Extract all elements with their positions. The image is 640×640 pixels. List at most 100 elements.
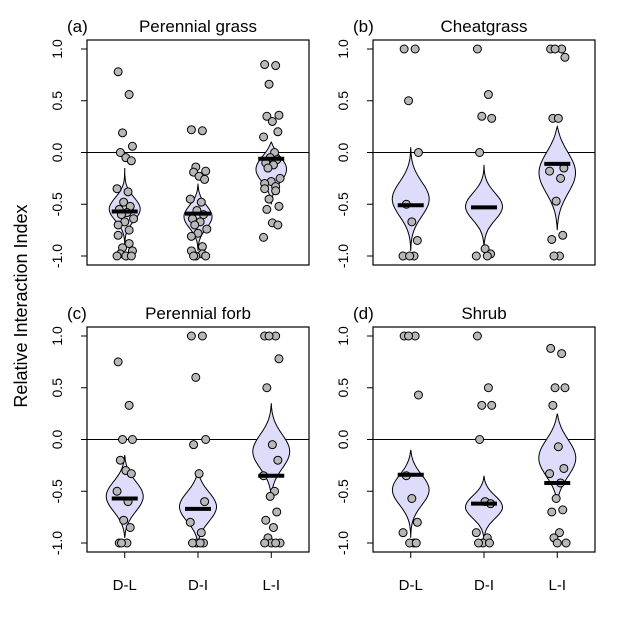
data-point bbox=[413, 390, 423, 400]
data-point bbox=[407, 217, 417, 227]
data-point bbox=[112, 486, 122, 496]
y-tick-label: 0.0 bbox=[49, 143, 65, 163]
y-tick-label: -1.0 bbox=[49, 244, 65, 268]
data-point bbox=[124, 239, 134, 249]
data-point bbox=[413, 148, 423, 157]
data-point bbox=[267, 116, 277, 126]
data-point bbox=[545, 469, 555, 479]
panel-title: Perennial forb bbox=[145, 304, 251, 323]
data-point bbox=[405, 251, 415, 261]
data-point bbox=[487, 113, 497, 123]
data-point bbox=[551, 493, 561, 503]
data-point bbox=[399, 44, 409, 54]
panel-d: (d) Shrub 1.0 0.5 0.0 -0.5 -1.0 D-L D-I L-I bbox=[335, 304, 596, 594]
data-point bbox=[548, 400, 558, 410]
data-point bbox=[556, 173, 566, 183]
data-point bbox=[483, 383, 493, 393]
y-axis-label: Relative Interaction Index bbox=[11, 204, 31, 407]
data-point bbox=[264, 194, 274, 204]
y-tick-label: 0.5 bbox=[49, 378, 65, 398]
data-point bbox=[262, 111, 272, 121]
x-tick-label: L-I bbox=[263, 577, 281, 594]
data-point bbox=[191, 372, 201, 382]
data-point bbox=[196, 528, 206, 538]
y-tick-label: -0.5 bbox=[49, 479, 65, 503]
y-tick-label: 0.0 bbox=[49, 430, 65, 450]
data-point bbox=[558, 505, 568, 515]
y-tick-label: -1.0 bbox=[49, 531, 65, 555]
data-point bbox=[126, 469, 136, 479]
data-point bbox=[412, 517, 422, 527]
data-point bbox=[261, 515, 271, 525]
data-point bbox=[546, 343, 556, 353]
x-tick-label: D-I bbox=[474, 577, 494, 594]
data-point bbox=[551, 196, 561, 206]
panel-title: Cheatgrass bbox=[441, 17, 528, 36]
data-point bbox=[557, 349, 567, 359]
panel-label: (b) bbox=[353, 17, 374, 36]
panel-c: (c) Perennial forb 1.0 0.5 0.0 -0.5 -1.0 D-L D-I… bbox=[49, 304, 310, 594]
violin-D-I bbox=[183, 183, 213, 251]
violin-L-I bbox=[538, 413, 577, 502]
data-point bbox=[487, 400, 497, 410]
data-point bbox=[554, 528, 564, 538]
data-point bbox=[485, 538, 494, 548]
panel-label: (a) bbox=[67, 17, 88, 36]
data-point bbox=[259, 232, 269, 242]
data-point bbox=[274, 201, 284, 211]
y-tick-label: -0.5 bbox=[335, 192, 351, 216]
y-tick-label: -0.5 bbox=[335, 479, 351, 503]
data-point bbox=[271, 538, 281, 548]
data-point bbox=[127, 141, 137, 151]
data-point bbox=[200, 497, 210, 507]
data-point bbox=[126, 156, 136, 166]
data-point bbox=[398, 528, 408, 538]
y-tick-label: -1.0 bbox=[335, 244, 351, 268]
data-point bbox=[116, 538, 126, 548]
data-point bbox=[123, 187, 133, 197]
data-point bbox=[268, 522, 278, 532]
data-point bbox=[561, 538, 571, 548]
y-tick-label: 1.0 bbox=[49, 39, 65, 59]
data-point bbox=[272, 507, 282, 517]
y-tick-label: 0.5 bbox=[335, 378, 351, 398]
y-tick-label: 1.0 bbox=[335, 39, 351, 59]
data-point bbox=[549, 251, 559, 261]
data-point bbox=[190, 220, 200, 230]
panel-b: (b) Cheatgrass 1.0 0.5 0.0 -0.5 -1.0 bbox=[335, 17, 596, 268]
data-point bbox=[119, 197, 129, 207]
data-point bbox=[201, 251, 211, 261]
data-point bbox=[119, 515, 129, 525]
data-point bbox=[200, 174, 210, 184]
data-point bbox=[195, 538, 205, 548]
data-point bbox=[185, 194, 195, 204]
data-point bbox=[127, 435, 137, 444]
violin-D-L bbox=[391, 147, 430, 251]
data-point bbox=[273, 455, 283, 465]
data-point bbox=[477, 400, 487, 410]
data-point bbox=[265, 491, 275, 501]
data-point bbox=[196, 197, 206, 207]
data-point bbox=[271, 61, 281, 71]
data-point bbox=[550, 44, 560, 54]
data-point bbox=[273, 220, 283, 230]
data-point bbox=[124, 225, 134, 235]
data-point bbox=[553, 113, 563, 123]
data-point bbox=[560, 52, 570, 62]
data-point bbox=[411, 538, 421, 548]
data-point bbox=[274, 354, 284, 364]
data-point bbox=[273, 127, 283, 137]
data-point bbox=[483, 90, 493, 100]
data-point bbox=[482, 251, 492, 261]
violin-D-L bbox=[105, 454, 144, 538]
data-point bbox=[471, 528, 481, 538]
data-point bbox=[112, 251, 122, 261]
data-point bbox=[559, 463, 569, 473]
x-tick-label: L-I bbox=[549, 577, 567, 594]
data-point bbox=[112, 184, 122, 194]
data-point bbox=[188, 538, 197, 548]
data-point bbox=[113, 230, 123, 240]
data-point bbox=[477, 111, 487, 121]
panel-label: (c) bbox=[67, 304, 87, 323]
